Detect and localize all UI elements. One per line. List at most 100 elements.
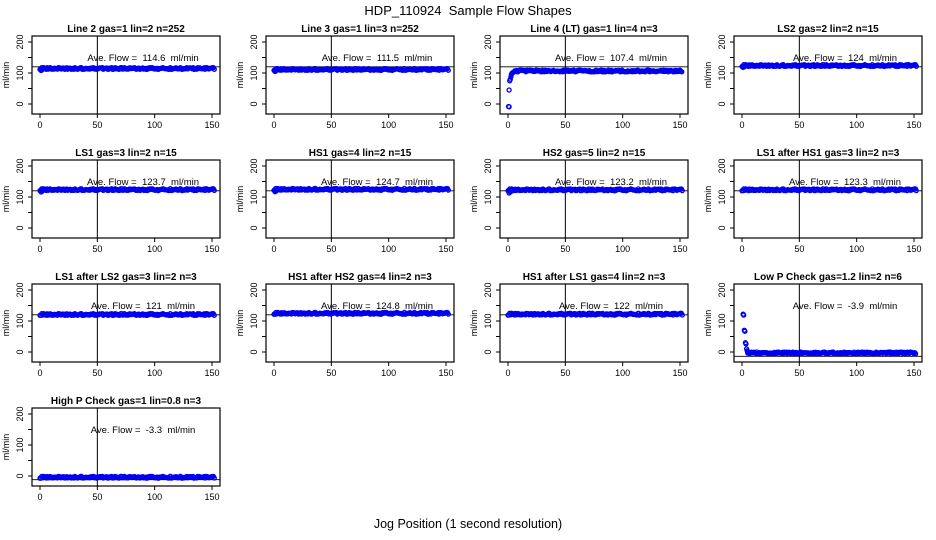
x-tick-label: 150 <box>204 492 219 502</box>
plot-box <box>31 407 221 487</box>
data-point <box>913 187 919 194</box>
x-tick-label: 100 <box>849 120 864 130</box>
y-axis-title: ml/min <box>703 310 713 337</box>
plot-box <box>499 283 689 363</box>
y-tick-label: 200 <box>717 158 727 173</box>
ave-flow-label: Ave. Flow = 121 ml/min <box>91 301 195 312</box>
data-points <box>271 185 451 195</box>
x-tick-label: 150 <box>906 368 921 378</box>
x-tick-label: 150 <box>672 244 687 254</box>
x-tick-label: 0 <box>271 244 276 254</box>
ave-flow-label: Ave. Flow = 114.6 ml/min <box>87 53 198 64</box>
y-tick-label: 0 <box>249 349 259 354</box>
y-axis-title: ml/min <box>469 186 479 213</box>
data-point <box>508 188 515 194</box>
plot-title: Line 3 gas=1 lin=3 n=252 <box>301 24 419 35</box>
x-tick-label: 50 <box>560 120 570 130</box>
y-axis-title: ml/min <box>703 62 713 89</box>
y-tick-label: 0 <box>15 101 25 106</box>
x-tick-label: 100 <box>615 244 630 254</box>
data-point <box>507 76 513 82</box>
subplot-svg: High P Check gas=1 lin=0.8 n=3 0 50 100 150 0… <box>1 396 221 502</box>
data-points <box>505 186 685 196</box>
subplot: HS1 after LS1 gas=4 lin=2 n=3 0 50 100 150 0 1… <box>468 268 702 392</box>
subplot: Line 3 gas=1 lin=3 n=252 0 50 100 150 0 100 200… <box>234 20 468 144</box>
y-tick-label: 0 <box>483 101 493 106</box>
y-tick-label: 100 <box>717 313 727 328</box>
subplot: Low P Check gas=1.2 lin=2 n=6 0 50 100 150 0 1… <box>702 268 936 392</box>
x-tick-label: 50 <box>326 368 336 378</box>
x-tick-label: 50 <box>92 244 102 254</box>
ave-flow-label: Ave. Flow = 124.8 ml/min <box>321 301 433 312</box>
y-tick-label: 100 <box>15 65 25 80</box>
plot-title: High P Check gas=1 lin=0.8 n=3 <box>51 396 202 407</box>
y-tick-label: 0 <box>15 349 25 354</box>
data-points <box>37 473 217 481</box>
subplot: HS2 gas=5 lin=2 n=15 0 50 100 150 0 100 200 ml/m… <box>468 144 702 268</box>
y-tick-label: 100 <box>249 189 259 204</box>
y-axis-title: ml/min <box>235 310 245 337</box>
y-axis-title: ml/min <box>469 310 479 337</box>
x-tick-label: 50 <box>92 368 102 378</box>
subplot-svg: HS2 gas=5 lin=2 n=15 0 50 100 150 0 100 200 ml/m… <box>469 148 689 254</box>
x-tick-label: 100 <box>147 244 162 254</box>
x-tick-label: 100 <box>147 492 162 502</box>
plot-title: HS1 after HS2 gas=4 lin=2 n=3 <box>288 272 432 283</box>
x-tick-label: 0 <box>505 120 510 130</box>
plot-title: LS1 after LS2 gas=3 lin=2 n=3 <box>55 272 197 283</box>
subplot: LS1 after LS2 gas=3 lin=2 n=3 0 50 100 150 0 1… <box>0 268 234 392</box>
plot-box <box>31 35 221 115</box>
data-points <box>739 186 919 194</box>
plot-title: Line 2 gas=1 lin=2 n=252 <box>67 24 185 35</box>
plot-title: LS2 gas=2 lin=2 n=15 <box>777 24 879 35</box>
x-tick-label: 0 <box>271 368 276 378</box>
y-tick-label: 200 <box>483 158 493 173</box>
subplot: HS1 after HS2 gas=4 lin=2 n=3 0 50 100 150 0 1… <box>234 268 468 392</box>
x-tick-label: 150 <box>204 368 219 378</box>
ave-flow-label: Ave. Flow = -3.3 ml/min <box>91 425 196 436</box>
plot-box <box>499 35 689 115</box>
y-tick-label: 0 <box>249 101 259 106</box>
x-tick-label: 100 <box>381 120 396 130</box>
data-point <box>745 349 751 355</box>
x-tick-label: 100 <box>849 368 864 378</box>
y-tick-label: 100 <box>717 65 727 80</box>
data-points <box>505 67 685 110</box>
plot-box <box>733 283 923 363</box>
y-tick-label: 200 <box>249 282 259 297</box>
subplot-svg: LS1 gas=3 lin=2 n=15 0 50 100 150 0 100 200 ml/m… <box>1 148 221 254</box>
x-tick-label: 100 <box>381 244 396 254</box>
data-points <box>37 186 217 195</box>
x-tick-label: 50 <box>92 120 102 130</box>
y-tick-label: 200 <box>249 158 259 173</box>
y-axis-title: ml/min <box>1 186 11 213</box>
y-tick-label: 0 <box>717 349 727 354</box>
y-tick-label: 100 <box>483 313 493 328</box>
y-tick-label: 100 <box>483 65 493 80</box>
data-point <box>506 104 512 110</box>
x-tick-label: 0 <box>37 244 42 254</box>
data-point <box>679 312 685 318</box>
x-tick-label: 150 <box>204 120 219 130</box>
data-point <box>679 69 685 75</box>
data-point <box>506 87 512 93</box>
data-points <box>739 61 919 71</box>
x-tick-label: 100 <box>849 244 864 254</box>
data-point <box>39 188 45 194</box>
plot-title: LS1 after HS1 gas=3 lin=2 n=3 <box>757 148 900 159</box>
y-axis-title: ml/min <box>1 434 11 461</box>
y-tick-label: 100 <box>15 437 25 452</box>
y-tick-label: 200 <box>249 34 259 49</box>
data-point <box>679 187 685 194</box>
y-axis-title: ml/min <box>235 186 245 213</box>
y-tick-label: 200 <box>717 282 727 297</box>
ave-flow-label: Ave. Flow = -3.9 ml/min <box>793 301 898 312</box>
y-tick-label: 100 <box>249 313 259 328</box>
data-points <box>505 310 685 318</box>
data-point <box>741 312 747 318</box>
x-axis-label: Jog Position (1 second resolution) <box>373 517 563 531</box>
y-tick-label: 200 <box>483 34 493 49</box>
ave-flow-label: Ave. Flow = 122 ml/min <box>559 301 663 312</box>
y-axis-title: ml/min <box>469 62 479 89</box>
subplot: LS2 gas=2 lin=2 n=15 0 50 100 150 0 100 200 ml/m… <box>702 20 936 144</box>
